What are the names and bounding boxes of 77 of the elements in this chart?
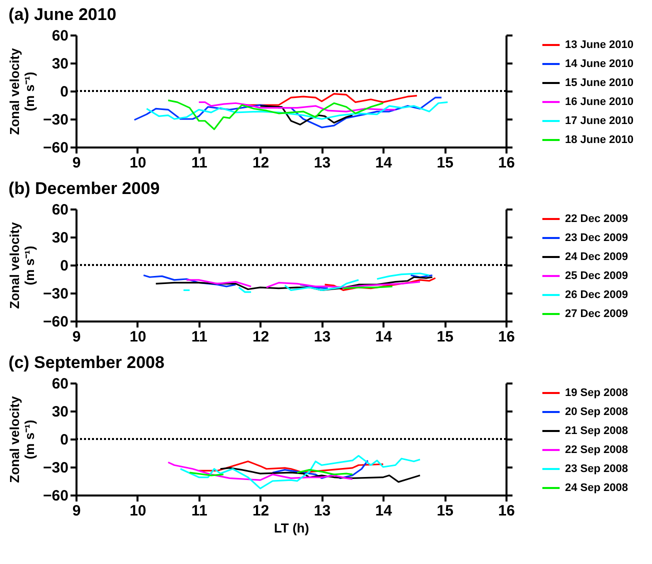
x-tick-label: 10: [130, 328, 146, 346]
x-tick-label: 14: [375, 502, 393, 520]
x-tick-label: 14: [375, 154, 393, 172]
legend-label: 24 Sep 2008: [565, 482, 628, 494]
y-axis-title: Zonal velocity (m s⁻¹): [7, 47, 38, 135]
legend-label: 22 Dec 2009: [565, 213, 628, 225]
x-tick-label: 12: [252, 328, 270, 346]
x-tick-label: 12: [252, 502, 270, 520]
chart-title: (a) June 2010: [8, 5, 116, 24]
legend-label: 21 Sep 2008: [565, 425, 628, 437]
chart-title: (b) December 2009: [8, 179, 160, 198]
legend-label: 25 Dec 2009: [565, 270, 628, 282]
x-tick-label: 16: [498, 328, 515, 346]
x-axis-title: LT (h): [274, 520, 310, 536]
line-series: [146, 101, 448, 120]
y-tick-label: 30: [52, 404, 68, 420]
line-series: [259, 105, 354, 126]
legend-label: 14 June 2010: [565, 58, 634, 70]
legend-label: 20 Sep 2008: [565, 406, 628, 418]
x-tick-label: 15: [436, 154, 454, 172]
x-tick-label: 11: [191, 502, 208, 520]
x-tick-label: 10: [130, 154, 146, 172]
y-tick-label: 60: [52, 376, 68, 392]
y-axis-title: Zonal velocity (m s⁻¹): [7, 221, 38, 309]
line-series: [245, 93, 418, 106]
y-tick-label: −60: [43, 488, 68, 504]
line-series: [180, 455, 421, 490]
line-series: [220, 467, 421, 483]
y-tick-label: −30: [43, 112, 68, 128]
x-tick-label: 9: [72, 154, 81, 172]
legend-label: 26 Dec 2009: [565, 289, 628, 301]
y-tick-label: 60: [52, 202, 68, 218]
y-tick-label: 0: [60, 432, 68, 448]
legend-label: 13 June 2010: [565, 39, 634, 51]
x-tick-label: 12: [252, 154, 270, 172]
y-tick-label: 30: [52, 56, 68, 72]
x-tick-label: 13: [314, 328, 331, 346]
legend-label: 17 June 2010: [565, 115, 634, 127]
x-tick-label: 16: [498, 154, 515, 172]
legend-label: 19 Sep 2008: [565, 387, 628, 399]
y-tick-label: −30: [43, 286, 68, 302]
x-tick-label: 14: [375, 328, 393, 346]
legend-label: 23 Dec 2009: [565, 232, 628, 244]
x-tick-label: 11: [191, 154, 208, 172]
line-series: [272, 460, 369, 479]
line-series: [167, 462, 354, 481]
y-tick-label: 60: [52, 28, 68, 44]
legend-label: 23 Sep 2008: [565, 463, 628, 475]
line-series: [167, 100, 384, 130]
x-tick-label: 15: [436, 502, 454, 520]
legend-label: 15 June 2010: [565, 77, 634, 89]
x-tick-label: 9: [72, 328, 81, 346]
line-series: [198, 101, 396, 112]
y-tick-label: 0: [60, 258, 68, 274]
x-tick-label: 13: [314, 154, 331, 172]
line-series: [324, 277, 436, 291]
line-series: [134, 96, 442, 128]
x-tick-label: 11: [191, 328, 208, 346]
x-tick-label: 16: [498, 502, 515, 520]
legend-label: 18 June 2010: [565, 134, 634, 146]
legend-label: 16 June 2010: [565, 96, 634, 108]
x-tick-label: 15: [436, 328, 454, 346]
y-tick-label: 30: [52, 230, 68, 246]
line-series: [198, 460, 384, 474]
x-tick-label: 10: [130, 502, 146, 520]
y-axis-title: Zonal velocity (m s⁻¹): [7, 395, 38, 483]
legend-label: 27 Dec 2009: [565, 308, 628, 320]
y-tick-label: −30: [43, 460, 68, 476]
legend-label: 24 Dec 2009: [565, 251, 628, 263]
y-tick-label: −60: [43, 314, 68, 330]
line-series: [155, 276, 434, 291]
chart-title: (c) September 2008: [8, 353, 164, 372]
x-tick-label: 13: [314, 502, 331, 520]
x-tick-label: 9: [72, 502, 81, 520]
y-tick-label: 0: [60, 84, 68, 100]
y-tick-label: −60: [43, 140, 68, 156]
legend-label: 22 Sep 2008: [565, 444, 628, 456]
